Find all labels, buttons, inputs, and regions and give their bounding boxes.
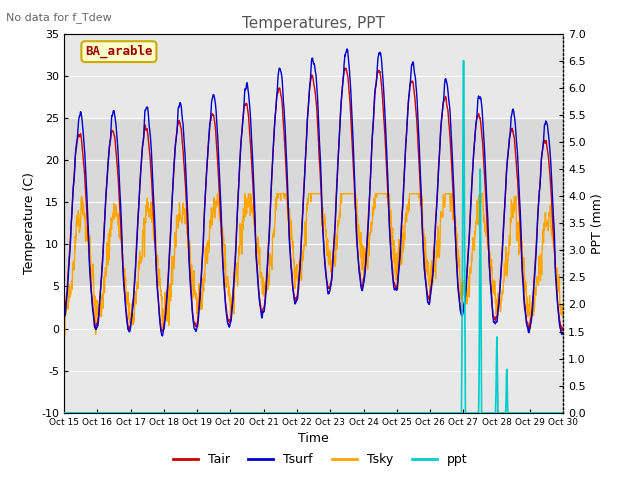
Legend: Tair, Tsurf, Tsky, ppt: Tair, Tsurf, Tsky, ppt xyxy=(168,448,472,471)
Tair xyxy=(339,81,346,87)
Bar xyxy=(64,118,563,287)
ppt xyxy=(559,410,567,416)
Tsurf xyxy=(200,238,207,244)
Line: ppt: ppt xyxy=(64,60,563,413)
Tair xyxy=(459,307,467,313)
Tsky xyxy=(339,191,347,197)
Text: No data for f_Tdew: No data for f_Tdew xyxy=(6,12,112,23)
Tsky xyxy=(559,315,567,321)
Line: Tsurf: Tsurf xyxy=(64,49,563,336)
ppt xyxy=(515,410,523,416)
Tsurf xyxy=(343,46,351,52)
Title: Temperatures, PPT: Temperatures, PPT xyxy=(242,16,385,31)
Tair xyxy=(559,326,567,332)
Tsky xyxy=(516,228,524,234)
Tsurf xyxy=(559,330,567,336)
ppt xyxy=(328,410,335,416)
Tsky xyxy=(214,191,221,197)
Tair xyxy=(159,329,166,335)
Tsky xyxy=(328,257,336,263)
Tsky xyxy=(200,284,207,289)
Tsky xyxy=(60,304,68,310)
Tsurf xyxy=(60,314,68,320)
ppt xyxy=(339,410,346,416)
Tair xyxy=(328,273,335,279)
Tair xyxy=(516,212,524,217)
Tsky xyxy=(459,293,467,299)
Tsurf xyxy=(516,195,524,201)
ppt xyxy=(458,319,466,324)
Tsky xyxy=(529,312,537,318)
Y-axis label: PPT (mm): PPT (mm) xyxy=(591,193,604,253)
ppt xyxy=(60,410,68,416)
Text: BA_arable: BA_arable xyxy=(85,45,153,58)
Line: Tsky: Tsky xyxy=(64,194,563,335)
Tsurf xyxy=(529,292,537,298)
Tsurf xyxy=(339,82,346,87)
Line: Tair: Tair xyxy=(64,68,563,332)
ppt xyxy=(529,410,537,416)
Tsky xyxy=(61,332,68,338)
Tair xyxy=(60,312,68,317)
Y-axis label: Temperature (C): Temperature (C) xyxy=(22,172,36,274)
Tair xyxy=(200,235,207,241)
ppt xyxy=(460,58,467,63)
ppt xyxy=(199,410,207,416)
Tair xyxy=(529,288,537,294)
Tsurf xyxy=(459,312,467,318)
Tsurf xyxy=(328,277,335,283)
Tair xyxy=(341,65,349,71)
X-axis label: Time: Time xyxy=(298,432,329,445)
Tsurf xyxy=(159,333,166,339)
